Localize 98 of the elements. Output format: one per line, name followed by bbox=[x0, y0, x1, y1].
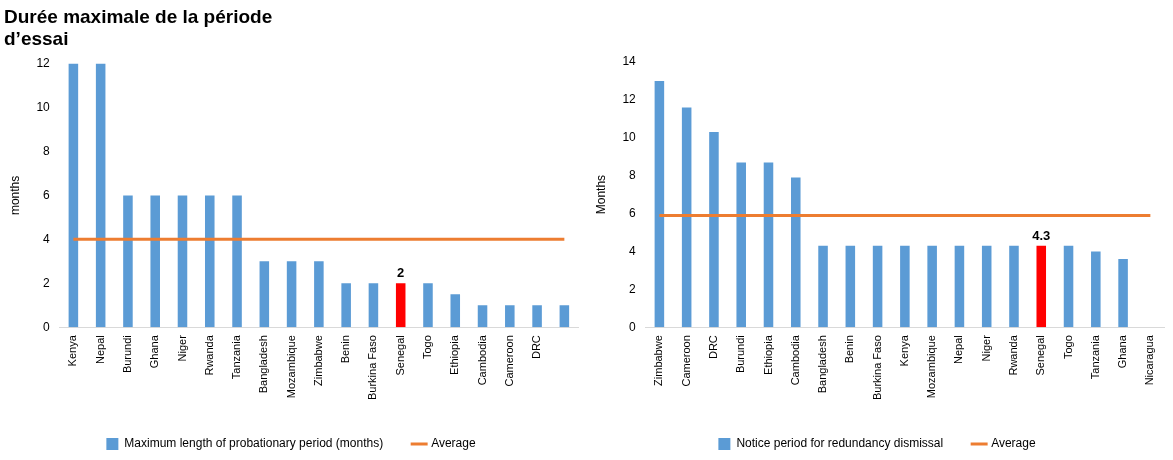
bar bbox=[505, 305, 515, 328]
bar bbox=[450, 294, 461, 328]
bar bbox=[1009, 245, 1019, 328]
x-tick-label: Mozambique bbox=[925, 335, 938, 399]
x-tick-label: Kenya bbox=[66, 334, 79, 367]
bar bbox=[123, 195, 133, 328]
x-tick-label: Togo bbox=[421, 335, 434, 360]
y-tick-label: 6 bbox=[43, 187, 51, 202]
data-label: 4.3 bbox=[1032, 227, 1051, 243]
y-tick-label: 2 bbox=[43, 275, 51, 290]
bar bbox=[1063, 245, 1074, 328]
x-tick-label: Cambodia bbox=[788, 334, 801, 386]
bar bbox=[1118, 259, 1128, 328]
x-tick-label: Cameroon bbox=[679, 335, 692, 387]
bar bbox=[927, 245, 937, 328]
bar bbox=[791, 177, 801, 328]
bar bbox=[150, 195, 160, 328]
y-tick-label: 10 bbox=[36, 99, 51, 114]
chart-title: Durée maximale de la période d’essai bbox=[4, 5, 273, 50]
bar bbox=[1036, 245, 1047, 328]
legend-label: Average bbox=[431, 436, 476, 451]
x-tick-label: Nicaragua bbox=[1143, 334, 1156, 386]
bar bbox=[532, 305, 542, 328]
bar bbox=[368, 283, 379, 328]
bar bbox=[423, 283, 433, 328]
bar bbox=[845, 245, 856, 328]
y-axis-title: months bbox=[7, 175, 22, 216]
x-tick-label: Niger bbox=[979, 334, 992, 362]
y-tick-label: 14 bbox=[622, 54, 637, 69]
data-label: 2 bbox=[397, 265, 405, 281]
bar bbox=[232, 195, 242, 328]
bar bbox=[205, 195, 215, 328]
x-tick-label: Kenya bbox=[897, 334, 910, 367]
bar bbox=[681, 107, 692, 328]
bar bbox=[95, 63, 106, 328]
x-tick-label: Cameroon bbox=[502, 335, 515, 387]
x-tick-label: Mozambique bbox=[284, 335, 297, 399]
x-tick-label: Benin bbox=[339, 335, 352, 364]
legend-label: Maximum length of probationary period (months) bbox=[124, 436, 384, 451]
y-tick-label: 12 bbox=[622, 92, 637, 107]
x-tick-label: Zimbabwe bbox=[311, 335, 324, 386]
x-tick-label: Burkina Faso bbox=[870, 335, 883, 400]
y-tick-label: 12 bbox=[36, 55, 51, 70]
x-tick-label: Ghana bbox=[1116, 334, 1129, 369]
x-tick-label: Burkina Faso bbox=[366, 335, 379, 400]
y-tick-label: 8 bbox=[629, 167, 637, 182]
x-tick-label: Cambodia bbox=[475, 334, 488, 386]
bar bbox=[736, 162, 746, 328]
x-tick-label: Ghana bbox=[148, 334, 161, 369]
bar bbox=[954, 245, 965, 328]
y-tick-label: 8 bbox=[43, 143, 51, 158]
bar bbox=[259, 261, 270, 328]
x-tick-label: Burundi bbox=[120, 335, 133, 374]
legend-label: Average bbox=[991, 436, 1036, 451]
bar bbox=[177, 195, 188, 328]
bar bbox=[314, 261, 324, 328]
bar bbox=[68, 63, 79, 328]
x-tick-label: Ethiopia bbox=[761, 334, 774, 375]
bar bbox=[395, 283, 406, 328]
y-tick-label: 6 bbox=[629, 205, 637, 220]
bar bbox=[818, 245, 828, 328]
y-tick-label: 0 bbox=[629, 319, 637, 334]
bar bbox=[981, 245, 992, 328]
y-tick-label: 2 bbox=[629, 281, 637, 296]
x-tick-label: Niger bbox=[175, 334, 188, 362]
x-tick-label: Ethiopia bbox=[448, 334, 461, 375]
x-tick-label: DRC bbox=[530, 335, 543, 360]
x-tick-label: Tanzania bbox=[1088, 334, 1101, 380]
y-tick-label: 0 bbox=[43, 319, 51, 334]
x-tick-label: DRC bbox=[706, 335, 719, 360]
bar bbox=[341, 283, 351, 328]
bar bbox=[559, 305, 570, 328]
bar bbox=[477, 305, 488, 328]
y-tick-label: 10 bbox=[622, 130, 637, 145]
legend-label: Notice period for redundancy dismissal bbox=[736, 436, 944, 451]
x-tick-label: Zimbabwe bbox=[652, 335, 665, 386]
bar bbox=[872, 245, 883, 328]
y-tick-label: 4 bbox=[43, 231, 51, 246]
x-tick-label: Nepal bbox=[952, 335, 965, 364]
x-tick-label: Nepal bbox=[93, 335, 106, 364]
x-tick-label: Burundi bbox=[734, 335, 747, 374]
x-tick-label: Benin bbox=[843, 335, 856, 364]
x-tick-label: Senegal bbox=[1034, 335, 1047, 376]
bar bbox=[709, 132, 719, 328]
x-tick-label: Rwanda bbox=[202, 334, 215, 376]
bar bbox=[286, 261, 297, 328]
x-tick-label: Rwanda bbox=[1007, 334, 1020, 376]
x-tick-label: Togo bbox=[1061, 335, 1074, 360]
x-tick-label: Senegal bbox=[393, 335, 406, 376]
bar bbox=[1091, 251, 1101, 328]
bar bbox=[654, 80, 665, 328]
y-axis-title: Months bbox=[593, 174, 608, 215]
x-tick-label: Bangladesh bbox=[816, 335, 829, 394]
x-tick-label: Tanzania bbox=[230, 334, 243, 380]
x-tick-label: Bangladesh bbox=[257, 335, 270, 394]
y-tick-label: 4 bbox=[629, 243, 637, 258]
bar bbox=[900, 245, 910, 328]
bar bbox=[763, 162, 774, 328]
